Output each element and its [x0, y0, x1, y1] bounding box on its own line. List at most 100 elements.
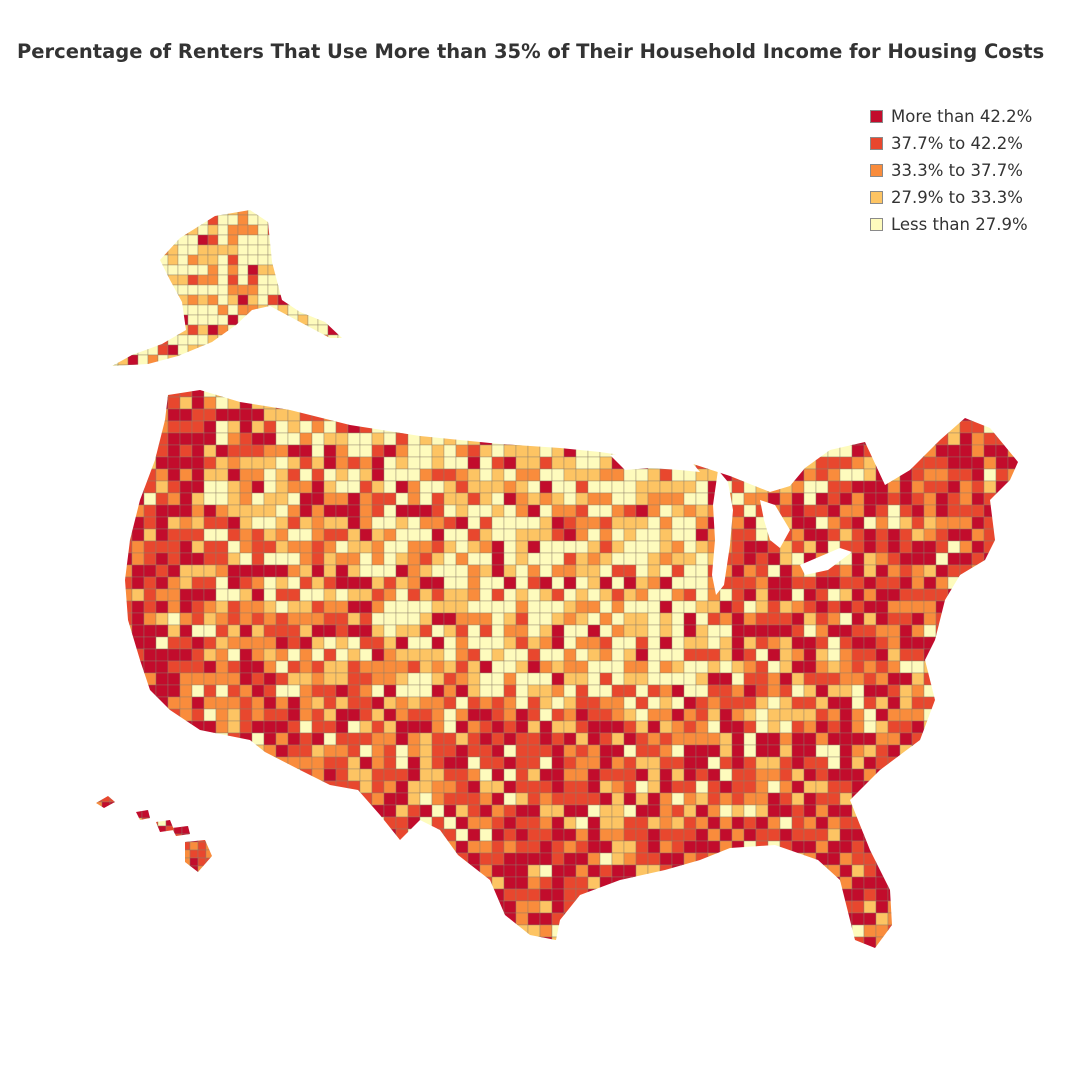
county-cell[interactable] [371, 672, 385, 686]
county-cell[interactable] [611, 540, 625, 554]
county-cell[interactable] [767, 468, 781, 482]
county-cell[interactable] [239, 552, 253, 566]
county-cell[interactable] [660, 949, 672, 961]
county-cell[interactable] [839, 564, 853, 578]
county-cell[interactable] [443, 648, 457, 662]
county-cell[interactable] [899, 636, 913, 650]
county-cell[interactable] [407, 672, 421, 686]
county-cell[interactable] [743, 816, 757, 830]
county-cell[interactable] [539, 444, 553, 458]
county-cell[interactable] [683, 600, 697, 614]
county-cell[interactable] [359, 876, 373, 890]
county-cell[interactable] [275, 600, 289, 614]
county-cell[interactable] [431, 516, 445, 530]
county-cell[interactable] [1007, 600, 1020, 614]
county-cell[interactable] [911, 660, 925, 674]
county-cell[interactable] [299, 888, 313, 902]
county-cell[interactable] [767, 385, 781, 398]
county-cell[interactable] [443, 385, 457, 398]
county-cell[interactable] [743, 756, 757, 770]
county-cell[interactable] [851, 852, 865, 866]
county-cell[interactable] [407, 780, 421, 794]
county-cell[interactable] [611, 600, 625, 614]
county-cell[interactable] [671, 612, 685, 626]
county-cell[interactable] [307, 284, 319, 296]
county-cell[interactable] [539, 528, 553, 542]
county-cell[interactable] [227, 385, 241, 398]
county-cell[interactable] [515, 672, 529, 686]
county-cell[interactable] [647, 720, 661, 734]
county-cell[interactable] [101, 857, 111, 867]
county-cell[interactable] [1020, 433, 1032, 445]
county-cell[interactable] [203, 540, 217, 554]
county-cell[interactable] [215, 552, 229, 566]
county-cell[interactable] [143, 720, 157, 734]
county-cell[interactable] [647, 540, 661, 554]
county-cell[interactable] [267, 304, 279, 316]
county-cell[interactable] [251, 672, 265, 686]
county-cell[interactable] [719, 588, 733, 602]
county-cell[interactable] [275, 768, 289, 782]
county-cell[interactable] [599, 588, 613, 602]
county-cell[interactable] [899, 840, 913, 854]
county-cell[interactable] [515, 816, 529, 830]
county-cell[interactable] [143, 708, 157, 722]
county-cell[interactable] [299, 684, 313, 698]
county-cell[interactable] [971, 708, 985, 722]
county-cell[interactable] [131, 876, 145, 890]
county-cell[interactable] [707, 396, 721, 410]
county-cell[interactable] [707, 900, 721, 914]
county-cell[interactable] [551, 684, 565, 698]
county-cell[interactable] [911, 804, 925, 818]
county-cell[interactable] [983, 852, 997, 866]
county-cell[interactable] [120, 600, 133, 614]
county-cell[interactable] [155, 432, 169, 446]
county-cell[interactable] [935, 612, 949, 626]
county-cell[interactable] [383, 828, 397, 842]
county-cell[interactable] [131, 672, 145, 686]
county-cell[interactable] [899, 804, 913, 818]
county-cell[interactable] [923, 816, 937, 830]
county-cell[interactable] [467, 684, 481, 698]
county-cell[interactable] [659, 744, 673, 758]
county-cell[interactable] [839, 516, 853, 530]
county-cell[interactable] [1020, 925, 1032, 937]
county-cell[interactable] [239, 720, 253, 734]
county-cell[interactable] [911, 864, 925, 878]
county-cell[interactable] [131, 480, 145, 494]
county-cell[interactable] [635, 396, 649, 410]
county-cell[interactable] [247, 254, 259, 266]
county-cell[interactable] [767, 912, 781, 926]
county-cell[interactable] [671, 624, 685, 638]
county-cell[interactable] [887, 456, 901, 470]
county-cell[interactable] [311, 516, 325, 530]
county-cell[interactable] [539, 408, 553, 422]
county-cell[interactable] [227, 864, 241, 878]
county-cell[interactable] [120, 816, 133, 830]
county-cell[interactable] [683, 576, 697, 590]
county-cell[interactable] [803, 840, 817, 854]
county-cell[interactable] [587, 420, 601, 434]
county-cell[interactable] [1020, 865, 1032, 877]
county-cell[interactable] [947, 792, 961, 806]
county-cell[interactable] [491, 840, 505, 854]
county-cell[interactable] [443, 612, 457, 626]
county-cell[interactable] [191, 696, 205, 710]
county-cell[interactable] [551, 636, 565, 650]
county-cell[interactable] [431, 492, 445, 506]
county-cell[interactable] [947, 768, 961, 782]
county-cell[interactable] [935, 480, 949, 494]
county-cell[interactable] [983, 864, 997, 878]
county-cell[interactable] [155, 648, 169, 662]
county-cell[interactable] [587, 516, 601, 530]
county-cell[interactable] [207, 214, 219, 226]
county-cell[interactable] [599, 756, 613, 770]
county-cell[interactable] [133, 809, 143, 819]
county-cell[interactable] [1007, 468, 1020, 482]
county-cell[interactable] [899, 816, 913, 830]
county-cell[interactable] [875, 456, 889, 470]
county-cell[interactable] [237, 224, 249, 236]
county-cell[interactable] [455, 396, 469, 410]
county-cell[interactable] [155, 636, 169, 650]
county-cell[interactable] [197, 205, 209, 216]
